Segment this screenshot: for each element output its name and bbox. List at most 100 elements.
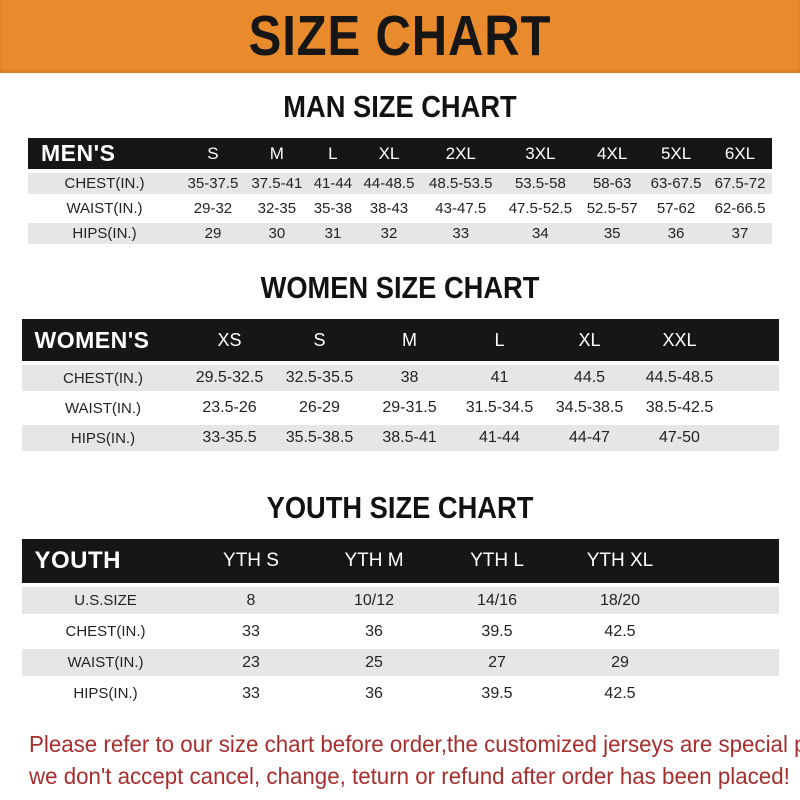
- size-value-cell: 38.5-41: [364, 425, 455, 451]
- man-size-chart-heading: MAN SIZE CHART: [283, 89, 517, 124]
- row-label: HIPS(IN.): [21, 425, 185, 451]
- column-header: YTH M: [312, 539, 436, 583]
- size-value-cell: 32-35: [244, 198, 309, 219]
- size-value-cell: 38: [364, 365, 455, 391]
- row-label: CHEST(IN.): [21, 618, 190, 645]
- filler-cell: [724, 319, 779, 361]
- size-value-cell: 10/12: [312, 587, 436, 614]
- size-value-cell: 35.5-38.5: [274, 425, 365, 451]
- filler-cell: [681, 680, 779, 707]
- size-value-cell: 39.5: [435, 680, 559, 707]
- mens-table-header: MEN'S S M L XL 2XL 3XL 4XL 5XL 6XL: [28, 138, 772, 169]
- filler-cell: [724, 365, 779, 391]
- filler-cell: [681, 649, 779, 676]
- filler-cell: [681, 539, 779, 583]
- size-value-cell: 35-37.5: [181, 173, 245, 194]
- size-value-cell: 25: [312, 649, 436, 676]
- column-header: 6XL: [708, 138, 772, 169]
- column-header: YTH S: [189, 539, 313, 583]
- mens-table-body: CHEST(IN.) 35-37.5 37.5-41 41-44 44-48.5 48.5…: [28, 173, 772, 244]
- table-row: CHEST(IN.) 29.5-32.5 32.5-35.5 38 41 44.5 44.5…: [21, 365, 779, 391]
- row-label: CHEST(IN.): [21, 365, 185, 391]
- column-header: 2XL: [420, 138, 501, 169]
- column-header: M: [244, 138, 309, 169]
- table-row: WAIST(IN.) 23 25 27 29: [21, 649, 779, 676]
- women-size-chart-section: WOMEN SIZE CHART WOMEN'S XS S M L XL XXL CHEST…: [0, 271, 800, 455]
- column-header: L: [308, 138, 358, 169]
- size-value-cell: 37.5-41: [244, 173, 309, 194]
- size-value-cell: 30: [244, 223, 309, 244]
- size-value-cell: 33: [189, 618, 313, 645]
- size-value-cell: 29: [558, 649, 682, 676]
- table-row: HIPS(IN.) 33 36 39.5 42.5: [21, 680, 779, 707]
- mens-size-table: MEN'S S M L XL 2XL 3XL 4XL 5XL 6XL CHEST(IN.) 35-3…: [28, 134, 772, 248]
- womens-table-header: WOMEN'S XS S M L XL XXL: [21, 319, 779, 361]
- size-value-cell: 29-32: [181, 198, 245, 219]
- table-row: WAIST(IN.) 29-32 32-35 35-38 38-43 43-47.5 47.…: [28, 198, 772, 219]
- size-value-cell: 38.5-42.5: [634, 395, 725, 421]
- size-value-cell: 29: [181, 223, 245, 244]
- row-label: WAIST(IN.): [21, 649, 190, 676]
- row-label: CHEST(IN.): [28, 173, 181, 194]
- youth-size-table: YOUTH YTH S YTH M YTH L YTH XL U.S.SIZE 8 10/1…: [21, 535, 779, 711]
- banner-title: SIZE CHART: [248, 4, 552, 68]
- column-header: 3XL: [500, 138, 581, 169]
- size-value-cell: 62-66.5: [708, 198, 772, 219]
- size-value-cell: 39.5: [435, 618, 559, 645]
- column-header: XL: [544, 319, 635, 361]
- table-corner-label: MEN'S: [28, 138, 181, 169]
- size-value-cell: 33-35.5: [184, 425, 275, 451]
- row-label: WAIST(IN.): [21, 395, 185, 421]
- size-value-cell: 36: [644, 223, 709, 244]
- size-value-cell: 47-50: [634, 425, 725, 451]
- size-value-cell: 43-47.5: [420, 198, 501, 219]
- size-value-cell: 63-67.5: [644, 173, 709, 194]
- youth-size-chart-heading: YOUTH SIZE CHART: [266, 490, 534, 525]
- size-table-header-row: MEN'S S M L XL 2XL 3XL 4XL 5XL 6XL: [28, 138, 772, 169]
- size-chart-banner: SIZE CHART: [0, 0, 800, 73]
- size-value-cell: 36: [312, 680, 436, 707]
- size-table-header-row: WOMEN'S XS S M L XL XXL: [21, 319, 779, 361]
- column-header: XXL: [634, 319, 725, 361]
- size-value-cell: 58-63: [580, 173, 645, 194]
- size-value-cell: 44-47: [544, 425, 635, 451]
- youth-table-header: YOUTH YTH S YTH M YTH L YTH XL: [21, 539, 779, 583]
- size-value-cell: 14/16: [435, 587, 559, 614]
- order-policy-line-1: Please refer to our size chart before or…: [29, 731, 800, 757]
- size-value-cell: 41: [454, 365, 545, 391]
- table-row: CHEST(IN.) 35-37.5 37.5-41 41-44 44-48.5 48.5…: [28, 173, 772, 194]
- size-value-cell: 31.5-34.5: [454, 395, 545, 421]
- column-header: L: [454, 319, 545, 361]
- size-value-cell: 44.5-48.5: [634, 365, 725, 391]
- size-value-cell: 42.5: [558, 680, 682, 707]
- column-header: YTH L: [435, 539, 559, 583]
- size-value-cell: 29-31.5: [364, 395, 455, 421]
- table-corner-label: YOUTH: [21, 539, 190, 583]
- size-value-cell: 67.5-72: [708, 173, 772, 194]
- size-value-cell: 32: [357, 223, 421, 244]
- womens-size-table: WOMEN'S XS S M L XL XXL CHEST(IN.) 29.5-32.5 32.…: [21, 315, 779, 455]
- column-header: M: [364, 319, 455, 361]
- man-size-chart-section: MAN SIZE CHART MEN'S S M L XL 2XL 3XL 4XL 5XL 6XL…: [0, 90, 800, 248]
- row-label: U.S.SIZE: [21, 587, 190, 614]
- size-value-cell: 48.5-53.5: [420, 173, 501, 194]
- filler-cell: [681, 618, 779, 645]
- womens-table-body: CHEST(IN.) 29.5-32.5 32.5-35.5 38 41 44.5 44.5…: [21, 365, 779, 451]
- youth-size-chart-section: YOUTH SIZE CHART YOUTH YTH S YTH M YTH L YTH…: [0, 491, 800, 711]
- size-value-cell: 26-29: [274, 395, 365, 421]
- size-value-cell: 53.5-58: [500, 173, 581, 194]
- size-value-cell: 41-44: [454, 425, 545, 451]
- size-value-cell: 52.5-57: [580, 198, 645, 219]
- size-value-cell: 23: [189, 649, 313, 676]
- table-row: HIPS(IN.) 33-35.5 35.5-38.5 38.5-41 41-44 44-…: [21, 425, 779, 451]
- column-header: S: [274, 319, 365, 361]
- column-header: YTH XL: [558, 539, 682, 583]
- order-policy-note: Please refer to our size chart before or…: [29, 728, 800, 792]
- size-value-cell: 36: [312, 618, 436, 645]
- size-value-cell: 35: [580, 223, 645, 244]
- size-value-cell: 33: [189, 680, 313, 707]
- table-row: U.S.SIZE 8 10/12 14/16 18/20: [21, 587, 779, 614]
- size-value-cell: 27: [435, 649, 559, 676]
- size-table-header-row: YOUTH YTH S YTH M YTH L YTH XL: [21, 539, 779, 583]
